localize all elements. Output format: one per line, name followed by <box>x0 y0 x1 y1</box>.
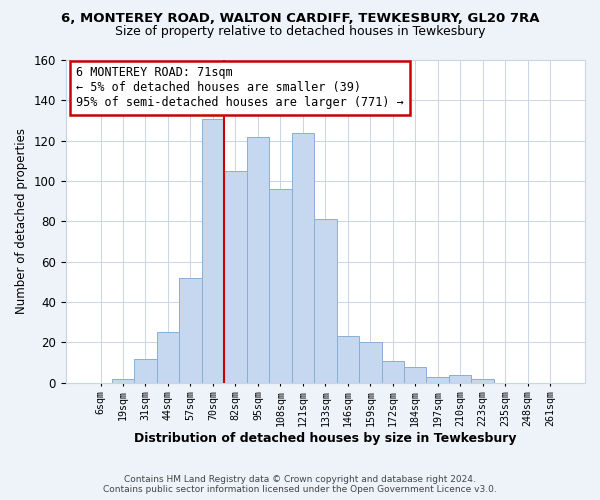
Text: Size of property relative to detached houses in Tewkesbury: Size of property relative to detached ho… <box>115 25 485 38</box>
Bar <box>472 379 494 383</box>
Bar <box>134 358 157 383</box>
Bar <box>314 220 337 383</box>
Text: Contains HM Land Registry data © Crown copyright and database right 2024.
Contai: Contains HM Land Registry data © Crown c… <box>103 474 497 494</box>
Bar <box>157 332 179 383</box>
X-axis label: Distribution of detached houses by size in Tewkesbury: Distribution of detached houses by size … <box>134 432 517 445</box>
Bar <box>247 136 269 383</box>
Bar <box>292 132 314 383</box>
Bar <box>404 366 427 383</box>
Y-axis label: Number of detached properties: Number of detached properties <box>15 128 28 314</box>
Text: 6 MONTEREY ROAD: 71sqm
← 5% of detached houses are smaller (39)
95% of semi-deta: 6 MONTEREY ROAD: 71sqm ← 5% of detached … <box>76 66 404 110</box>
Bar <box>202 118 224 383</box>
Bar <box>224 171 247 383</box>
Bar <box>427 377 449 383</box>
Bar <box>359 342 382 383</box>
Text: 6, MONTEREY ROAD, WALTON CARDIFF, TEWKESBURY, GL20 7RA: 6, MONTEREY ROAD, WALTON CARDIFF, TEWKES… <box>61 12 539 26</box>
Bar <box>269 189 292 383</box>
Bar <box>112 379 134 383</box>
Bar <box>337 336 359 383</box>
Bar <box>382 360 404 383</box>
Bar <box>179 278 202 383</box>
Bar <box>449 374 472 383</box>
